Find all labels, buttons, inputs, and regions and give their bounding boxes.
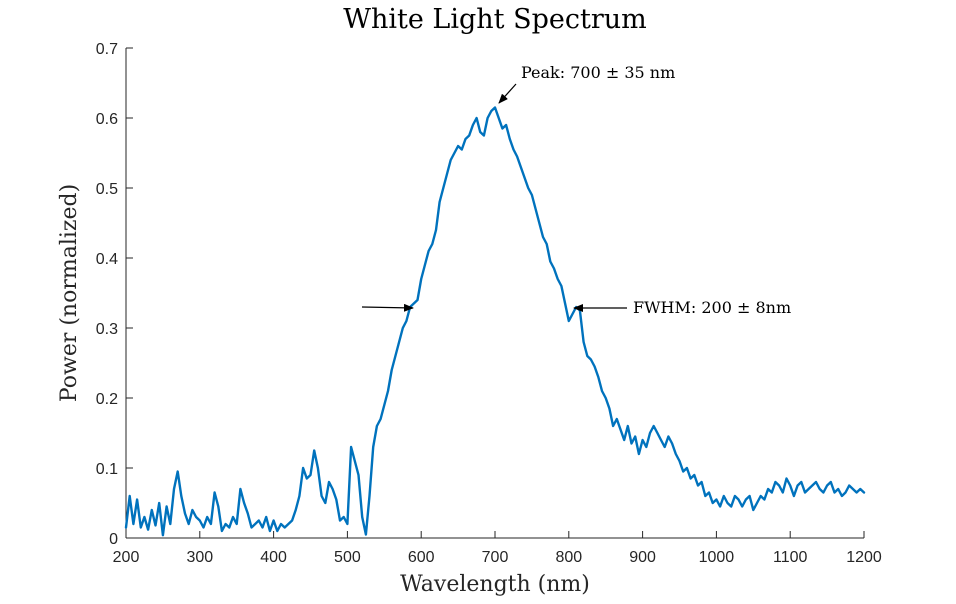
x-tick-label: 400 <box>260 549 287 566</box>
y-tick-label: 0.2 <box>96 391 118 408</box>
y-tick-label: 0.3 <box>96 321 118 338</box>
peak-arrow <box>498 83 517 104</box>
fwhm-left-arrow <box>361 303 414 312</box>
y-tick-label: 0.7 <box>96 41 118 58</box>
fwhm-annotation-text: FWHM: 200 ± 8nm <box>633 298 791 317</box>
x-tick-label: 1000 <box>699 549 735 566</box>
x-ticks: 200 300 400 500 600 700 800 900 1000 1100 1200 <box>113 531 882 566</box>
x-tick-label: 800 <box>555 549 582 566</box>
axes <box>125 48 864 539</box>
x-tick-label: 700 <box>482 549 509 566</box>
spectrum-line <box>124 106 866 537</box>
y-tick-label: 0.1 <box>96 461 118 478</box>
peak-annotation: Peak: 700 ± 35 nm <box>498 63 675 104</box>
x-tick-label: 200 <box>113 549 140 566</box>
chart-title: White Light Spectrum <box>343 4 647 35</box>
x-tick-label: 900 <box>629 549 656 566</box>
x-tick-label: 500 <box>334 549 361 566</box>
x-tick-label: 1200 <box>846 549 882 566</box>
y-tick-label: 0.4 <box>96 251 118 268</box>
fwhm-annotation: FWHM: 200 ± 8nm <box>361 298 791 317</box>
x-tick-label: 600 <box>408 549 435 566</box>
peak-annotation-text: Peak: 700 ± 35 nm <box>521 63 675 82</box>
x-tick-label: 300 <box>186 549 213 566</box>
y-tick-label: 0.6 <box>96 111 118 128</box>
x-axis-label: Wavelength (nm) <box>400 572 590 597</box>
y-tick-label: 0 <box>109 531 118 548</box>
y-axis-label: Power (normalized) <box>57 184 82 402</box>
x-tick-label: 1100 <box>773 549 808 566</box>
y-ticks: 0 0.1 0.2 0.3 0.4 0.5 0.6 0.7 <box>96 41 133 548</box>
y-tick-label: 0.5 <box>96 181 118 198</box>
